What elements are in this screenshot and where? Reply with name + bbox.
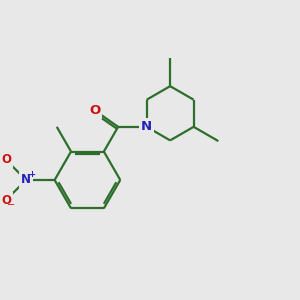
Text: N: N xyxy=(21,173,31,187)
Text: O: O xyxy=(1,194,11,207)
Text: −: − xyxy=(7,200,15,210)
Text: +: + xyxy=(28,170,35,179)
Text: O: O xyxy=(89,104,100,117)
Text: N: N xyxy=(141,120,152,133)
Text: O: O xyxy=(1,153,11,166)
